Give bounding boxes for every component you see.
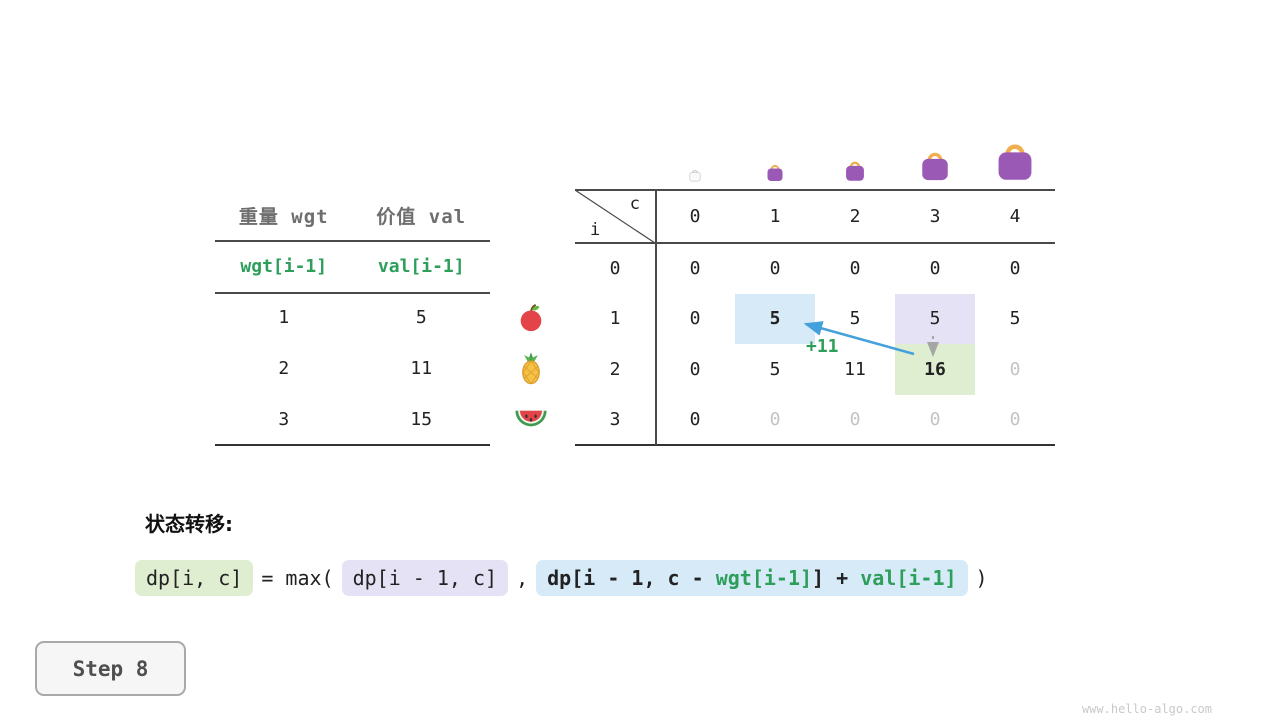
dp-value-grid: 0 0 0 0 0 0 5 5 5 5 0 5 11 16 0 0 0 0 0 … [655, 243, 1055, 445]
dp-col-header: 2 [849, 206, 861, 227]
watermark: www.hello-algo.com [1081, 702, 1212, 716]
dp-row-header: 2 [609, 358, 621, 380]
items-table-header: 重量 wgt 价值 val [215, 190, 490, 240]
dp-cell: 0 [689, 308, 701, 330]
dp-row-header: 1 [609, 308, 621, 330]
items-table-var-row: wgt[i-1] val[i-1] [215, 240, 490, 292]
dp-cell: 0 [1009, 257, 1021, 279]
item-wgt-value: 2 [278, 358, 290, 379]
dp-cell: 5 [1009, 308, 1021, 330]
formula-lhs: dp[i, c] [135, 560, 254, 596]
diagonal-divider [575, 190, 655, 243]
dp-cell: 0 [1009, 358, 1021, 380]
item-val-value: 5 [415, 307, 427, 328]
dp-corner-cell: c i [575, 190, 655, 243]
items-table-row: 1 5 [215, 292, 490, 343]
dp-cell: 5 [769, 358, 781, 380]
dp-table-rule-bottom [575, 444, 1055, 446]
dp-cell-target-green: 16 [895, 344, 975, 395]
dp-axis-capacity-label: c [629, 194, 640, 214]
dp-col-header: 3 [929, 206, 941, 227]
item-val-value: 15 [410, 409, 433, 430]
dp-cell: 11 [844, 358, 866, 380]
bag-empty-icon [688, 167, 702, 186]
dp-cell-source-blue: 5 [735, 293, 815, 344]
dp-table-rule-header [575, 242, 1055, 244]
dp-cell: 0 [929, 257, 941, 279]
items-table-rule-bottom [215, 444, 490, 446]
dp-cell: 0 [849, 409, 861, 431]
apple-icon [516, 303, 546, 337]
formula-equals-max: = max( [261, 566, 334, 590]
dp-table-rule-top [575, 189, 1055, 191]
val-var-label: val[i-1] [377, 255, 465, 277]
items-table-header-val: 价值 val [376, 205, 467, 228]
dp-cell-source-purple: 5 [895, 293, 975, 344]
formula-close-paren: ) [975, 566, 988, 590]
step-badge: Step 8 [35, 641, 186, 696]
dp-col-header: 0 [689, 206, 701, 227]
formula-arg2: dp[i - 1, c - wgt[i-1]] + val[i-1] [536, 560, 968, 596]
state-transition-heading: 状态转移: [145, 512, 233, 536]
dp-cell: 0 [1009, 409, 1021, 431]
dp-col-header: 1 [769, 206, 781, 227]
pineapple-icon [518, 351, 544, 389]
dp-cell: 0 [769, 409, 781, 431]
items-table-rule-mid [215, 292, 490, 294]
wgt-var-label: wgt[i-1] [240, 255, 328, 277]
item-val-value: 11 [410, 358, 433, 379]
formula-comma: , [516, 566, 529, 590]
bag-icon [993, 136, 1037, 186]
item-wgt-value: 1 [278, 307, 290, 328]
watermelon-icon [514, 408, 548, 434]
item-wgt-value: 3 [278, 409, 290, 430]
formula-arg2-wgt: wgt[i-1] [715, 566, 813, 590]
dp-cell: 0 [689, 257, 701, 279]
dp-axis-item-label: i [590, 220, 601, 240]
dp-row-headers: 0 1 2 3 [575, 243, 655, 445]
dp-table-rule-vertical [655, 189, 657, 445]
dp-cell: 5 [849, 308, 861, 330]
dp-col-header: 4 [1009, 206, 1021, 227]
formula-arg2-val: val[i-1] [860, 566, 957, 590]
dp-cell: 0 [929, 409, 941, 431]
dp-row-header: 3 [609, 409, 621, 431]
formula-arg2-mid: ] + [812, 566, 861, 590]
formula-arg2-pre: dp[i - 1, c - [547, 566, 716, 590]
items-table-row: 2 11 [215, 343, 490, 394]
dp-cell: 0 [689, 358, 701, 380]
items-table-header-wgt: 重量 wgt [238, 205, 329, 228]
state-transition-formula: dp[i, c] = max( dp[i - 1, c] , dp[i - 1,… [135, 560, 988, 596]
bag-icon [765, 161, 785, 186]
bag-icon [843, 157, 867, 186]
dp-column-headers: 0 1 2 3 4 [655, 190, 1055, 243]
dp-row-header: 0 [609, 257, 621, 279]
dp-cell: 0 [769, 257, 781, 279]
bag-icon [918, 146, 952, 186]
items-table-rule-top [215, 240, 490, 242]
dp-cell: 0 [849, 257, 861, 279]
formula-arg1: dp[i - 1, c] [341, 560, 509, 596]
arrow-value-label: +11 [806, 336, 839, 357]
dp-cell: 0 [689, 409, 701, 431]
items-table-row: 3 15 [215, 394, 490, 445]
